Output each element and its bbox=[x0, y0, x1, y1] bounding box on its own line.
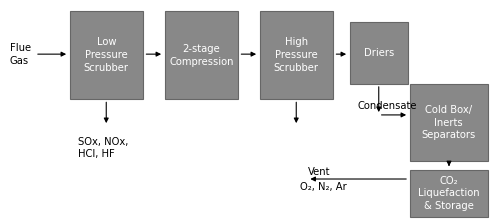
Bar bbox=[410, 170, 488, 217]
Text: High
Pressure
Scrubber: High Pressure Scrubber bbox=[274, 37, 319, 73]
Bar bbox=[165, 11, 238, 99]
Text: Condensate: Condensate bbox=[358, 101, 417, 111]
Bar bbox=[260, 11, 332, 99]
Text: 2-stage
Compression: 2-stage Compression bbox=[169, 44, 234, 67]
Text: Vent: Vent bbox=[308, 167, 330, 177]
Text: O₂, N₂, Ar: O₂, N₂, Ar bbox=[300, 182, 347, 192]
Bar bbox=[70, 11, 142, 99]
Bar bbox=[350, 22, 408, 84]
Bar bbox=[410, 84, 488, 161]
Text: Low
Pressure
Scrubber: Low Pressure Scrubber bbox=[84, 37, 129, 73]
Text: Flue
Gas: Flue Gas bbox=[10, 43, 31, 66]
Text: Cold Box/
Inerts
Separators: Cold Box/ Inerts Separators bbox=[422, 105, 476, 141]
Text: CO₂
Liquefaction
& Storage: CO₂ Liquefaction & Storage bbox=[418, 175, 480, 211]
Text: Driers: Driers bbox=[364, 48, 394, 58]
Text: SOx, NOx,
HCl, HF: SOx, NOx, HCl, HF bbox=[78, 137, 128, 160]
